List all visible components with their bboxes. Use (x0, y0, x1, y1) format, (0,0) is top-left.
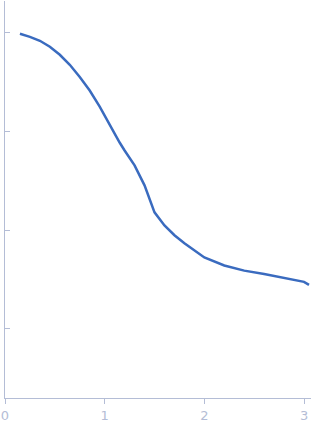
svg-text:2: 2 (200, 408, 208, 423)
svg-text:1: 1 (101, 408, 109, 423)
svg-text:3: 3 (300, 408, 308, 423)
svg-text:0: 0 (1, 408, 9, 423)
